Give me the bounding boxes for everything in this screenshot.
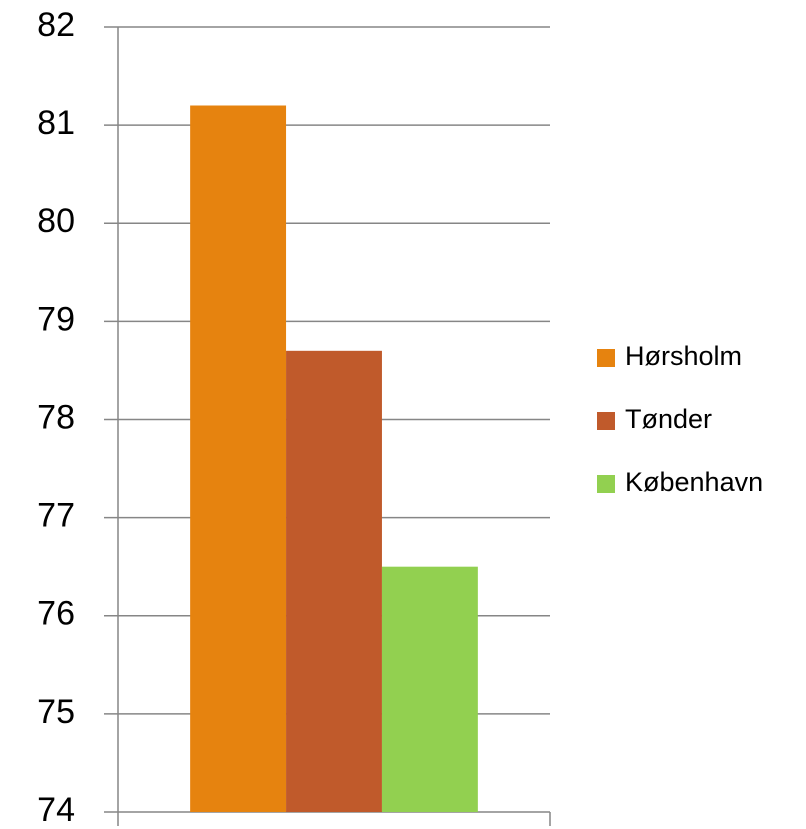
legend-swatch: [597, 475, 615, 493]
y-tick-label: 74: [37, 791, 75, 829]
bar: [190, 105, 287, 812]
legend-label: Tønder: [625, 404, 712, 434]
legend-label: Hørsholm: [625, 341, 742, 371]
y-tick-label: 75: [37, 693, 75, 731]
y-tick-label: 81: [37, 104, 75, 142]
y-tick-label: 78: [37, 398, 75, 436]
y-tick-label: 76: [37, 595, 75, 633]
bar: [381, 566, 478, 812]
bar: [286, 350, 382, 812]
legend-swatch: [597, 412, 615, 430]
legend-label: København: [625, 467, 763, 497]
y-tick-label: 79: [37, 300, 75, 338]
legend-swatch: [597, 349, 615, 367]
y-tick-label: 80: [37, 202, 75, 240]
y-tick-label: 77: [37, 497, 75, 535]
y-tick-label: 82: [37, 6, 75, 44]
